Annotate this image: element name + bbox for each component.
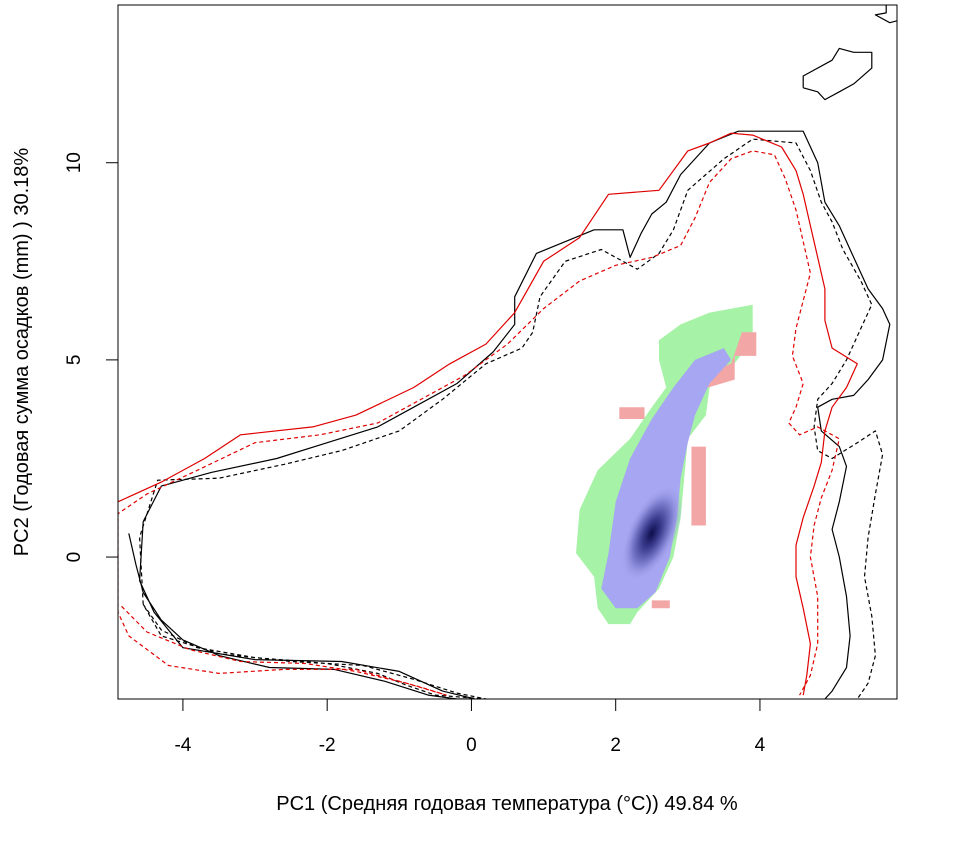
contour-line-5: [874, 5, 897, 24]
x-tick-label: -2: [319, 735, 336, 756]
x-tick-label: -4: [174, 735, 191, 756]
y-tick-label: 5: [64, 355, 85, 366]
y-tick-label: 10: [64, 152, 85, 173]
region-red-left: [619, 407, 645, 419]
plot-frame: [117, 4, 898, 700]
contour-line-1: [139, 138, 884, 699]
region-red-right: [691, 446, 706, 526]
contour-line-0: [128, 130, 891, 699]
region-red-lower: [651, 600, 670, 609]
x-tick-label: 2: [610, 735, 621, 756]
x-axis-title: PC1 (Средняя годовая температура (°C)) 4…: [276, 793, 738, 815]
contour-line-4: [802, 47, 873, 101]
plot-area: [118, 5, 897, 699]
contour-line-3: [118, 150, 840, 696]
y-tick-label: 0: [64, 552, 85, 563]
x-tick-label: 0: [466, 735, 477, 756]
y-axis: 0 5 10: [64, 152, 119, 563]
x-tick-label: 4: [755, 735, 766, 756]
y-axis-title: PC2 (Годовая сумма осадков (mm) ) 30.18%: [11, 148, 33, 557]
x-axis: -4 -2 0 2 4: [174, 698, 766, 756]
contour-line-2: [118, 132, 858, 696]
density-peak: [620, 485, 683, 582]
